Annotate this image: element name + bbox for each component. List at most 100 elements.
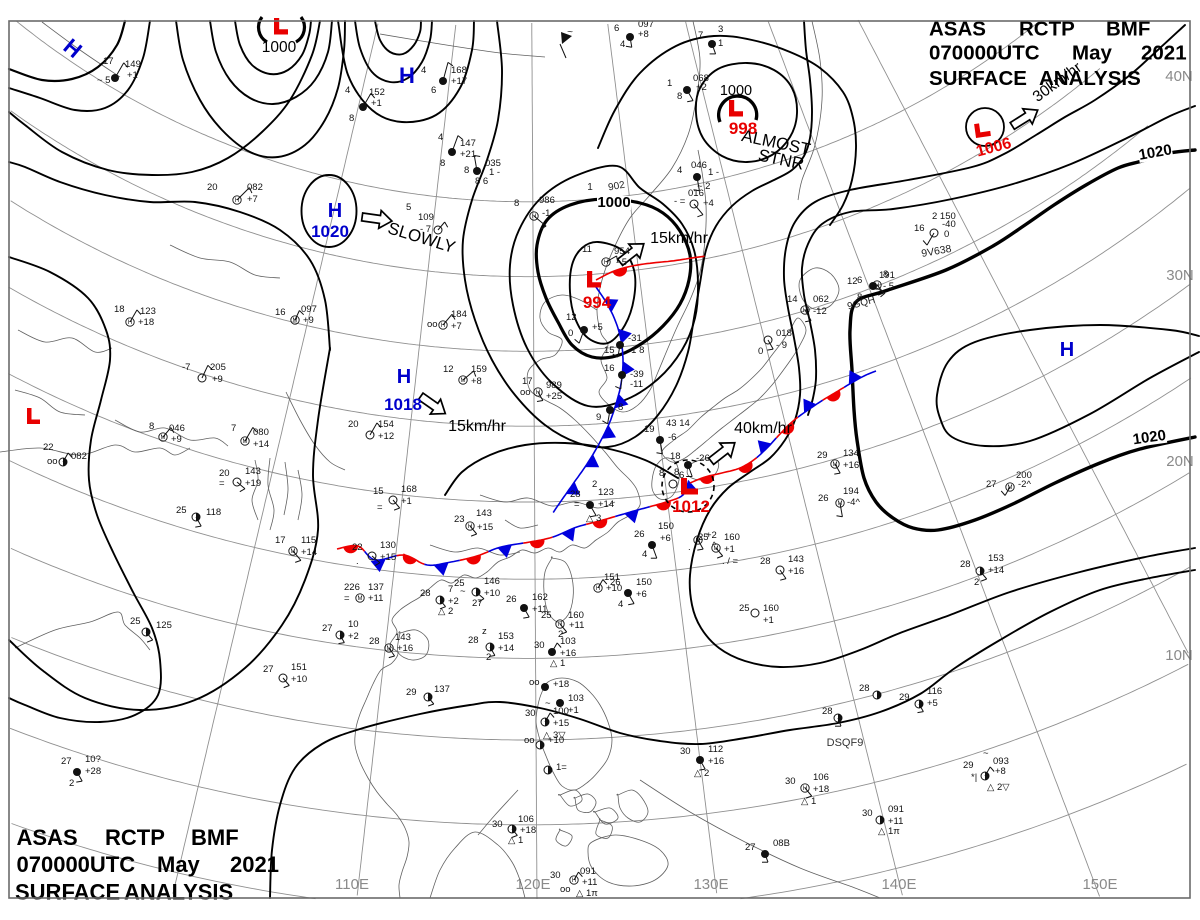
- svg-text:+16: +16: [843, 460, 859, 471]
- svg-text:8: 8: [677, 91, 682, 102]
- svg-text:oo: oo: [560, 884, 571, 895]
- svg-text:123: 123: [140, 306, 156, 317]
- svg-text:25: 25: [698, 532, 709, 543]
- svg-text:=: =: [219, 478, 225, 489]
- svg-text:9: 9: [596, 412, 601, 423]
- svg-text:+28: +28: [85, 766, 101, 777]
- svg-text:17: 17: [522, 376, 533, 387]
- svg-text:H: H: [328, 200, 342, 222]
- svg-text:+2: +2: [706, 530, 717, 541]
- svg-text:143: 143: [395, 632, 411, 643]
- svg-text:+18: +18: [553, 679, 569, 690]
- svg-text:+7: +7: [451, 321, 462, 332]
- svg-text:994: 994: [583, 293, 612, 312]
- svg-text:+8: +8: [471, 376, 482, 387]
- svg-text:=: =: [377, 502, 383, 513]
- svg-text:110E: 110E: [335, 876, 369, 893]
- svg-text:+14: +14: [301, 547, 317, 558]
- svg-text:oo: oo: [524, 735, 535, 746]
- svg-text:1: 1: [667, 78, 672, 89]
- svg-text:191: 191: [879, 270, 895, 281]
- svg-text:+8: +8: [638, 29, 649, 40]
- svg-text:27: 27: [322, 623, 333, 634]
- svg-text:ASAS: ASAS: [929, 18, 986, 41]
- svg-text:RCTP: RCTP: [1019, 18, 1075, 41]
- svg-text:RCTP: RCTP: [105, 825, 165, 850]
- svg-text:H: H: [558, 622, 562, 628]
- svg-text:28: 28: [960, 559, 971, 570]
- svg-text:-40: -40: [942, 219, 956, 230]
- svg-text:May: May: [1072, 42, 1112, 65]
- svg-text:19: 19: [644, 424, 655, 435]
- svg-text:4: 4: [438, 132, 443, 143]
- svg-text:+10: +10: [548, 735, 564, 746]
- svg-text:986: 986: [539, 195, 555, 206]
- svg-text:018: 018: [776, 328, 792, 339]
- svg-text:12: 12: [443, 364, 454, 375]
- svg-text:168: 168: [401, 484, 417, 495]
- svg-text:DSQF9: DSQF9: [827, 737, 864, 749]
- svg-text:137: 137: [434, 684, 450, 695]
- svg-text:- 5: - 5: [883, 281, 894, 292]
- svg-text:4: 4: [618, 599, 623, 610]
- svg-text:23: 23: [454, 514, 465, 525]
- svg-text:7: 7: [698, 30, 703, 41]
- svg-text:+21: +21: [460, 149, 476, 160]
- svg-text:100: 100: [553, 706, 569, 717]
- svg-text:+4: +4: [703, 198, 714, 209]
- svg-text:20: 20: [207, 182, 218, 193]
- svg-text:168: 168: [451, 65, 467, 76]
- svg-text:150: 150: [658, 521, 674, 532]
- svg-text:+10: +10: [291, 674, 307, 685]
- svg-text:160: 160: [763, 603, 779, 614]
- svg-text:+16: +16: [788, 566, 804, 577]
- svg-text:H: H: [399, 63, 415, 88]
- svg-text:9V638: 9V638: [920, 243, 952, 260]
- svg-text:10N: 10N: [1165, 647, 1193, 664]
- svg-text:2: 2: [974, 577, 979, 588]
- svg-text:16: 16: [604, 363, 615, 374]
- svg-text:10: 10: [348, 619, 359, 630]
- svg-text:-26: -26: [696, 453, 710, 464]
- svg-text:26: 26: [634, 529, 645, 540]
- svg-text:△ 1: △ 1: [801, 796, 816, 807]
- svg-text:070000UTC: 070000UTC: [929, 42, 1040, 65]
- svg-text:18: 18: [670, 451, 681, 462]
- svg-text:△ 2: △ 2: [694, 768, 709, 779]
- svg-text:+11: +11: [368, 593, 383, 604]
- svg-text:+2: +2: [448, 596, 459, 607]
- svg-text:+7: +7: [247, 194, 258, 205]
- svg-text:△ 2▽: △ 2▽: [987, 782, 1010, 793]
- svg-text:120E: 120E: [515, 876, 550, 893]
- svg-text:30: 30: [534, 640, 545, 651]
- svg-text:40km/hr: 40km/hr: [734, 420, 792, 437]
- svg-text:8: 8: [440, 158, 445, 169]
- svg-text:+14: +14: [253, 439, 269, 450]
- svg-text:+18: +18: [520, 825, 536, 836]
- svg-text:097: 097: [301, 304, 317, 315]
- svg-text:+15: +15: [553, 718, 569, 729]
- svg-text:1: 1: [587, 182, 593, 193]
- svg-text:BMF: BMF: [1106, 18, 1150, 41]
- svg-text:1020: 1020: [1137, 141, 1173, 164]
- svg-text:143: 143: [788, 554, 804, 565]
- svg-text:080: 080: [253, 427, 269, 438]
- svg-text:H: H: [536, 390, 540, 396]
- svg-text:25: 25: [176, 505, 187, 516]
- svg-text:8: 8: [883, 269, 888, 280]
- svg-text:28: 28: [570, 489, 581, 500]
- svg-text:. .: . .: [688, 542, 696, 553]
- svg-text:6: 6: [431, 85, 436, 96]
- svg-text:0: 0: [568, 328, 573, 339]
- svg-text:-1 8: -1 8: [628, 345, 644, 356]
- svg-text:40N: 40N: [1165, 68, 1193, 85]
- svg-text:30: 30: [550, 870, 561, 881]
- svg-text:M: M: [291, 549, 296, 555]
- svg-text:=: =: [344, 593, 350, 604]
- svg-text:~: ~: [460, 586, 466, 597]
- svg-text:27: 27: [986, 479, 997, 490]
- svg-text:4: 4: [345, 85, 350, 96]
- svg-text:-39: -39: [630, 369, 644, 380]
- svg-text:+15: +15: [477, 522, 493, 533]
- svg-text:1020: 1020: [311, 222, 349, 241]
